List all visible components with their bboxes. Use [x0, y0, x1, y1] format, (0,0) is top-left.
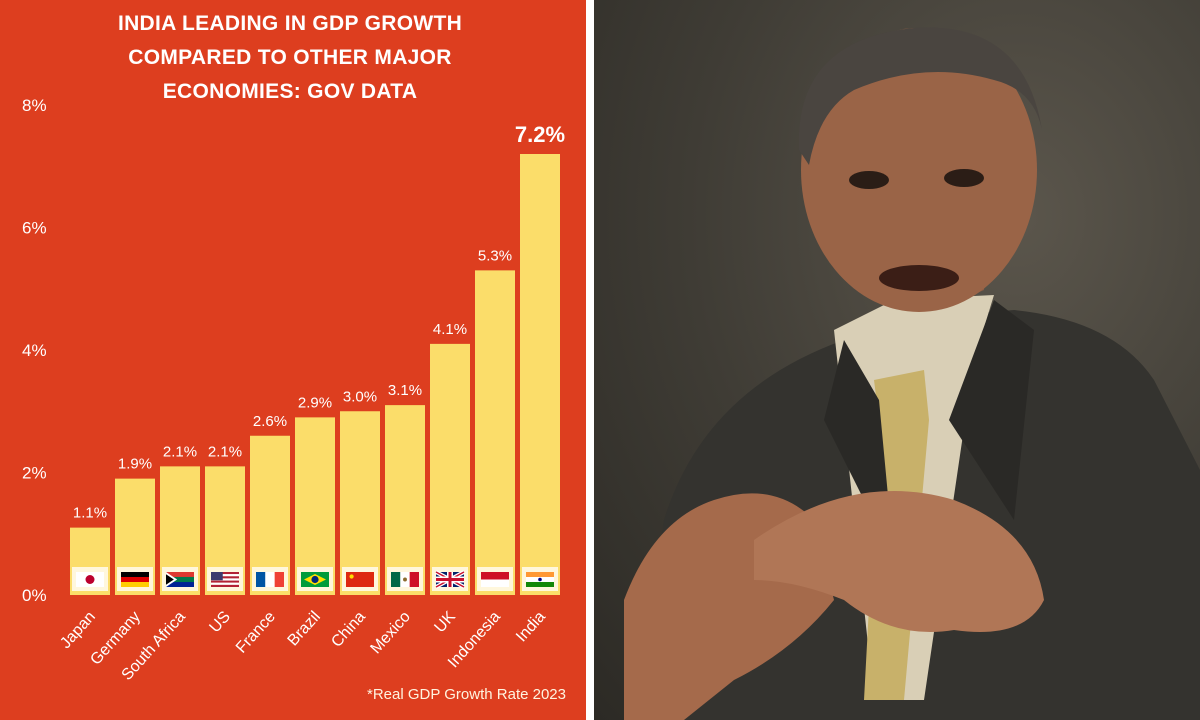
category-label: US [206, 608, 234, 636]
value-label: 7.2% [515, 122, 565, 147]
value-label: 2.6% [253, 413, 287, 430]
value-label: 3.1% [388, 382, 422, 399]
y-tick-label: 4% [22, 341, 47, 360]
value-label: 4.1% [433, 321, 467, 338]
hair [798, 27, 1042, 165]
value-label: 1.9% [118, 456, 152, 473]
south-africa-flag-icon [166, 572, 194, 587]
value-label: 2.1% [163, 443, 197, 460]
bar-mexico [385, 405, 425, 595]
y-tick-label: 0% [22, 586, 47, 605]
value-label: 3.0% [343, 388, 377, 405]
category-label: Mexico [367, 608, 414, 657]
india-flag-icon [526, 572, 554, 587]
panel-divider [586, 0, 594, 720]
category-label: Japan [57, 608, 99, 652]
chart-title-line-1: INDIA LEADING IN GDP GROWTH [117, 12, 463, 35]
value-label: 5.3% [478, 247, 512, 264]
bar-uk [430, 343, 470, 595]
indonesia-flag-icon [481, 572, 509, 587]
chart-footnote: *Real GDP Growth Rate 2023 [367, 686, 566, 703]
photo-panel [594, 0, 1200, 720]
brazil-flag-icon [301, 572, 329, 587]
bar-china [340, 411, 380, 595]
chart-title-line-3: ECONOMIES: GOV DATA [162, 80, 418, 103]
bar-brazil [295, 417, 335, 595]
face [801, 28, 1037, 312]
china-flag-icon [346, 572, 374, 587]
y-tick-label: 6% [22, 219, 47, 238]
y-tick-label: 2% [22, 464, 47, 483]
right-hand [754, 491, 1044, 632]
value-label: 2.9% [298, 394, 332, 411]
bar-indonesia [475, 270, 515, 595]
value-label: 1.1% [73, 505, 107, 522]
category-label: China [328, 608, 369, 651]
japan-flag-icon [76, 572, 104, 587]
category-label: Brazil [285, 608, 324, 649]
mexico-flag-icon [391, 572, 419, 587]
germany-flag-icon [121, 572, 149, 587]
speaker-photo [624, 27, 1200, 720]
chart-panel: INDIA LEADING IN GDP GROWTH COMPARED TO … [0, 0, 586, 720]
france-flag-icon [256, 572, 284, 587]
uk-flag-icon [435, 570, 465, 589]
mouth [879, 265, 959, 291]
y-tick-label: 8% [22, 96, 47, 115]
right-lapel [949, 300, 1034, 520]
bar-chart: 0%2%4%6%8%1.1%Japan1.9%Germany2.1%South … [22, 96, 565, 684]
chart-title-line-2: COMPARED TO OTHER MAJOR [128, 46, 452, 69]
category-label: UK [431, 608, 459, 636]
category-label: India [513, 608, 549, 645]
us-flag-icon [211, 572, 239, 587]
bar-india [520, 154, 560, 595]
value-label: 2.1% [208, 443, 242, 460]
category-label: France [233, 608, 279, 656]
right-eye [944, 169, 984, 187]
left-eye [849, 171, 889, 189]
